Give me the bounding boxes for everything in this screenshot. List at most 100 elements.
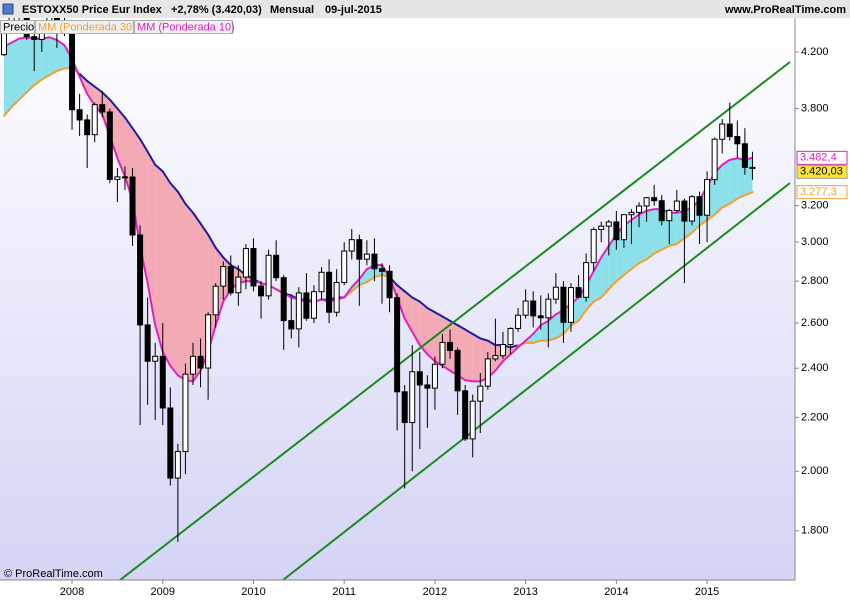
candle-body: [462, 390, 469, 440]
ma30-line: [698, 218, 709, 227]
ma-band: [11, 38, 20, 108]
ma30-line: [622, 268, 633, 277]
candle-body: [348, 239, 355, 252]
candle-body: [711, 138, 718, 181]
y-tick-label: 2.000: [801, 465, 829, 477]
ma30-line: [547, 337, 557, 342]
candle-body: [681, 200, 688, 222]
last-value-box: [796, 185, 848, 200]
candle-body: [258, 285, 265, 297]
ma30-line: [441, 315, 452, 322]
candle-body: [356, 239, 363, 260]
ma30-line: [192, 211, 202, 225]
ma-band: [419, 301, 428, 355]
ma30-line: [350, 284, 361, 293]
last-value-box: [796, 150, 848, 165]
candle-body: [205, 314, 212, 369]
ma30-line: [433, 311, 444, 318]
candle-body: [121, 176, 128, 179]
candle-body: [749, 166, 756, 169]
candle-body: [159, 355, 166, 409]
candle-body: [69, 25, 76, 111]
ma30-line: [660, 244, 671, 251]
header-title: ESTOXX50 Price Eur Index: [22, 4, 163, 16]
candle-body: [636, 205, 643, 213]
ma-band: [26, 37, 35, 93]
candle-body: [522, 300, 529, 316]
ma30-line: [675, 237, 686, 246]
candle-body: [152, 355, 159, 362]
ma-band: [729, 158, 738, 204]
candle-body: [409, 371, 416, 424]
y-tick-label: 2.200: [801, 411, 829, 423]
candle-body: [688, 196, 695, 222]
ma-band: [540, 320, 549, 341]
ma30-line: [706, 213, 716, 221]
ma30-line: [736, 194, 746, 200]
candle-body: [167, 407, 174, 479]
candle-body: [303, 292, 310, 319]
last-value-label: 3.277,3: [800, 186, 837, 198]
ma30-line: [123, 116, 134, 130]
ma30-line: [222, 256, 232, 267]
candle-body: [363, 253, 370, 260]
legend-box: [134, 20, 233, 34]
candle-body: [333, 282, 340, 313]
ma-band: [533, 325, 541, 343]
y-tick-label: 4.200: [801, 46, 829, 58]
candle-body: [507, 327, 514, 345]
ma-band: [132, 128, 141, 246]
header-bar: [0, 0, 850, 18]
ma30-line: [101, 91, 111, 101]
candle-body: [651, 197, 658, 202]
ma30-line: [78, 72, 89, 82]
ma30-line: [86, 79, 96, 88]
channel-layer: [119, 61, 791, 580]
ma30-line: [554, 332, 565, 340]
candle-body: [628, 211, 635, 216]
ma-band: [147, 151, 156, 326]
candle-body: [190, 355, 196, 375]
last-value-label: 3.482,4: [800, 152, 837, 164]
ma30-line: [55, 67, 66, 73]
candle-body: [477, 385, 484, 402]
ma30-line: [176, 190, 187, 205]
candle-body: [560, 286, 567, 323]
ma30-line: [479, 337, 489, 342]
ma-band: [397, 285, 405, 319]
ma-band: [427, 307, 435, 362]
candle-body: [537, 315, 544, 319]
candle-body: [227, 266, 234, 294]
candle-body: [76, 109, 83, 121]
candle-body: [182, 373, 189, 453]
candle-body: [499, 343, 506, 357]
candle-body: [386, 270, 393, 299]
candle-body: [318, 271, 325, 293]
x-tick-label: 2010: [241, 586, 265, 598]
candle-body: [431, 363, 438, 389]
ma10-line: [3, 36, 753, 383]
ma30-line: [184, 202, 194, 214]
candle-body: [575, 287, 582, 298]
candle-body: [371, 253, 378, 270]
last-value-label: 3.420,03: [800, 166, 843, 178]
y-tick-label: 3.000: [801, 236, 829, 248]
candle-body: [416, 371, 423, 386]
ma-band: [608, 234, 617, 290]
ma-band: [193, 212, 201, 382]
channel-line: [119, 61, 791, 580]
candle-body: [280, 277, 287, 322]
header-site: www.ProRealTime.com: [724, 4, 846, 16]
candle-body: [84, 119, 91, 136]
ma30-line: [48, 70, 58, 77]
ma30-line: [615, 274, 625, 283]
candle-body: [212, 285, 219, 316]
candle-body: [666, 209, 673, 222]
ma30-line: [40, 74, 51, 81]
ma30-line: [116, 107, 126, 119]
ma30-line: [592, 296, 603, 303]
candle-body: [295, 292, 302, 330]
ma30-line: [570, 319, 580, 327]
ma30-line: [683, 231, 693, 240]
candle-body: [620, 214, 627, 241]
